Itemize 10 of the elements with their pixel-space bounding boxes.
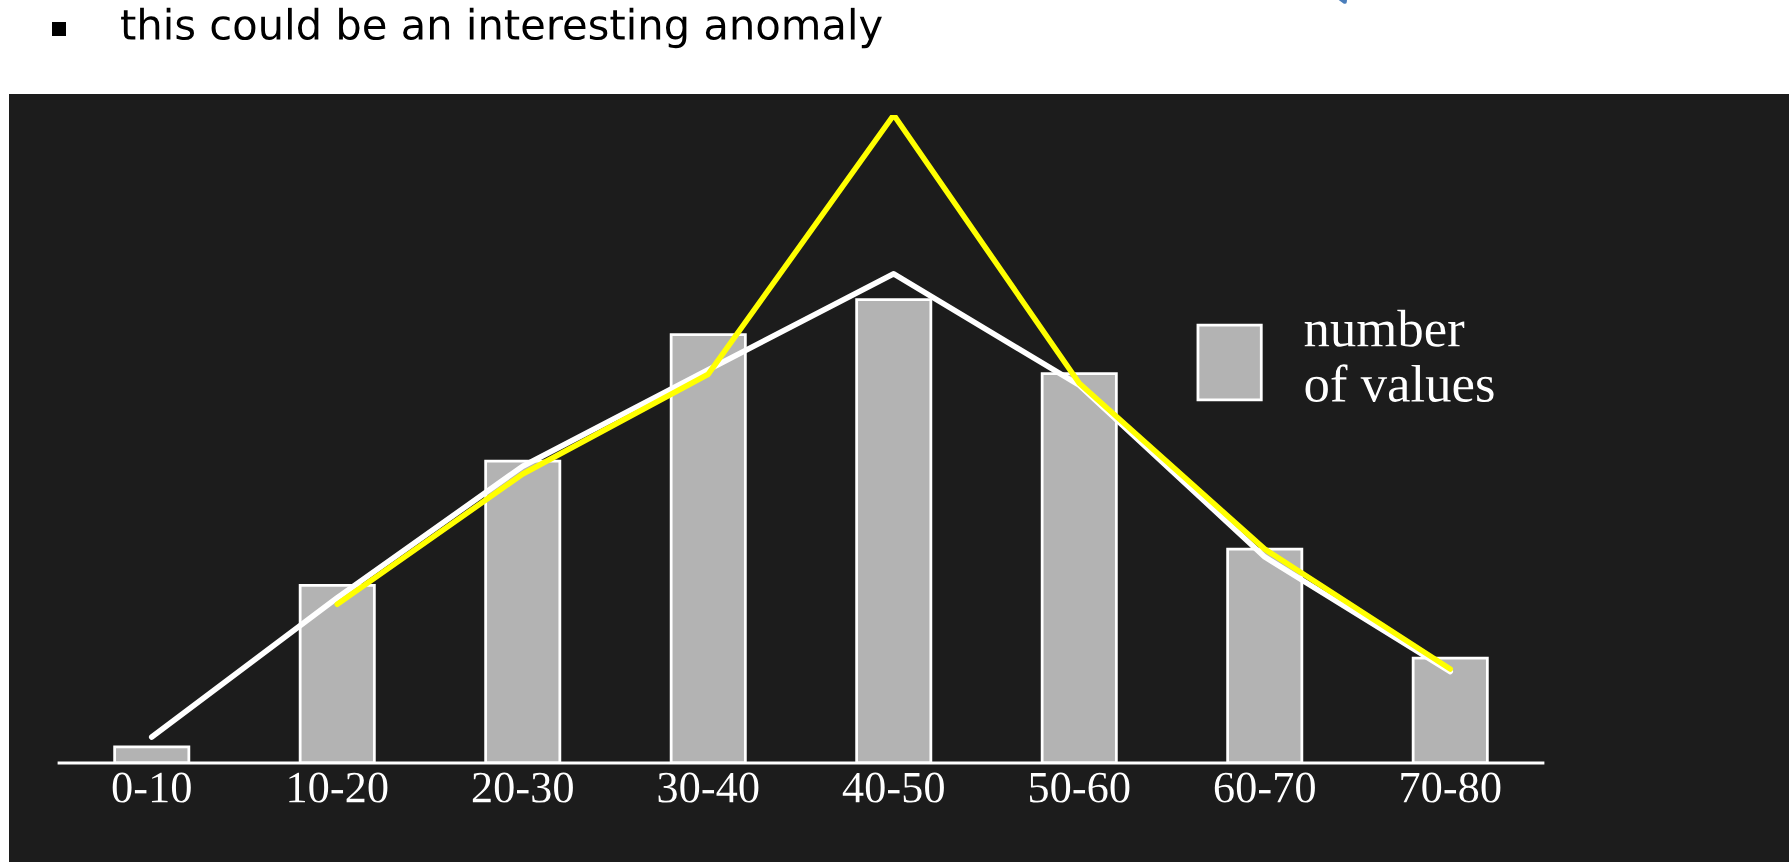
- x-tick-label: 50-60: [1029, 772, 1130, 803]
- x-tick-label: 40-50: [842, 772, 944, 803]
- x-tick-label: 70-80: [1401, 772, 1501, 803]
- legend-label: number of values: [1304, 309, 1494, 403]
- x-tick-label: 0-10: [112, 772, 191, 803]
- x-tick-label: 30-40: [658, 772, 759, 803]
- x-tick-label: 60-70: [1214, 772, 1315, 803]
- x-tick-label: 10-20: [289, 772, 388, 803]
- text: this could be an interesting anomaly: [121, 7, 882, 49]
- x-tick-label: 20-30: [472, 772, 573, 803]
